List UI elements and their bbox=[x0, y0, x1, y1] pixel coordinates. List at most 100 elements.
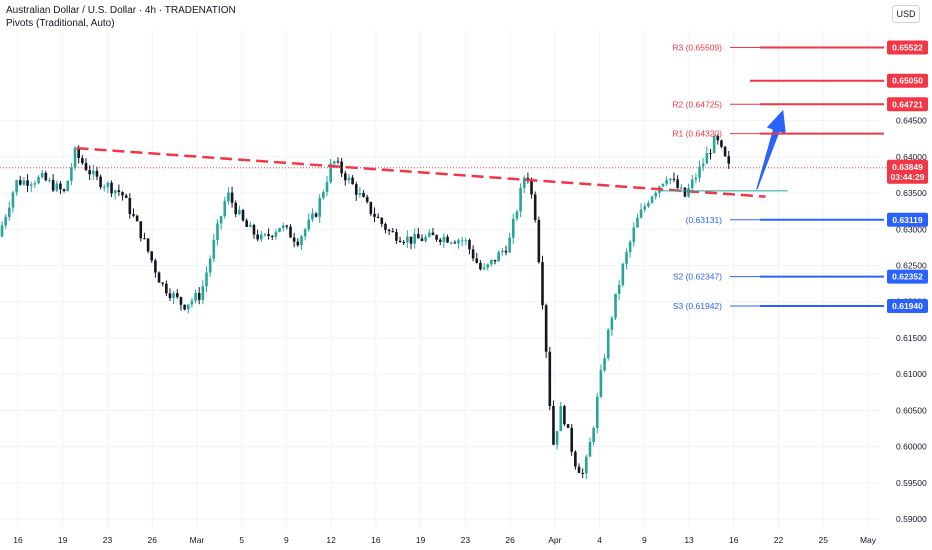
price-badge-label: 0.63119 bbox=[892, 215, 923, 225]
candle bbox=[435, 235, 438, 240]
candle bbox=[493, 259, 497, 262]
time-tick-label: Apr bbox=[548, 535, 561, 545]
candle bbox=[373, 213, 376, 217]
candle bbox=[139, 221, 143, 239]
candle bbox=[296, 241, 300, 246]
time-tick-label: 12 bbox=[326, 535, 336, 545]
candle bbox=[446, 236, 449, 243]
candle bbox=[143, 238, 146, 240]
price-badge-label: 0.65050 bbox=[892, 76, 923, 86]
indicator-label[interactable]: Pivots (Traditional, Auto) bbox=[6, 18, 115, 29]
candle bbox=[135, 215, 139, 222]
candle bbox=[289, 226, 292, 238]
resistance-trendline[interactable] bbox=[76, 146, 766, 198]
candle bbox=[40, 172, 44, 178]
candle bbox=[0, 225, 4, 237]
grid bbox=[0, 30, 880, 530]
candle bbox=[676, 179, 679, 188]
price-tick-label: 0.59000 bbox=[896, 514, 927, 524]
candle bbox=[482, 267, 486, 270]
time-tick-label: 22 bbox=[774, 535, 784, 545]
candle bbox=[194, 292, 197, 301]
time-tick-label: 16 bbox=[371, 535, 381, 545]
candle bbox=[610, 317, 614, 330]
time-axis[interactable]: 16 19 23 26 Mar 5 9 12 16 19 23 26 Apr 4 9 13 16 22 25 May bbox=[13, 535, 877, 545]
candle bbox=[281, 225, 285, 228]
candle bbox=[508, 237, 511, 253]
candle bbox=[110, 182, 113, 194]
time-tick-label: 13 bbox=[684, 535, 694, 545]
candle bbox=[471, 249, 475, 259]
candle bbox=[303, 229, 307, 237]
candle bbox=[362, 192, 365, 197]
candle bbox=[318, 198, 322, 217]
candle bbox=[154, 260, 157, 273]
candle bbox=[219, 216, 223, 224]
candle bbox=[369, 201, 373, 214]
candle bbox=[70, 167, 73, 181]
chart-title: Australian Dollar / U.S. Dollar · 4h · T… bbox=[6, 5, 236, 16]
candle bbox=[490, 259, 493, 265]
candle bbox=[566, 424, 570, 428]
bullish-arrow[interactable] bbox=[756, 109, 786, 190]
candle bbox=[300, 236, 303, 246]
candle bbox=[106, 182, 110, 187]
candle bbox=[322, 191, 325, 199]
candle bbox=[563, 406, 566, 425]
candle bbox=[307, 219, 311, 230]
candle bbox=[186, 304, 190, 310]
candle bbox=[351, 177, 354, 185]
candle bbox=[230, 192, 234, 203]
candle bbox=[636, 217, 639, 228]
candle bbox=[81, 157, 84, 164]
candle bbox=[73, 148, 77, 168]
candle bbox=[427, 232, 431, 237]
candle bbox=[179, 297, 183, 305]
pivot-label: R1 (0.64320) bbox=[672, 129, 722, 139]
candle bbox=[409, 236, 413, 244]
candle bbox=[424, 236, 427, 241]
candle bbox=[336, 161, 340, 163]
candle bbox=[544, 305, 548, 352]
drawings[interactable] bbox=[0, 109, 887, 198]
candle bbox=[26, 180, 29, 186]
price-tick-label: 0.63000 bbox=[896, 224, 927, 234]
candle bbox=[183, 304, 186, 310]
candle bbox=[621, 263, 625, 286]
candle bbox=[314, 213, 318, 217]
candle bbox=[175, 293, 179, 298]
candle bbox=[628, 241, 632, 253]
candle bbox=[168, 293, 172, 299]
candle bbox=[672, 178, 676, 180]
candle bbox=[683, 187, 687, 197]
candle bbox=[387, 229, 391, 232]
price-badge-label: 0.61940 bbox=[892, 301, 923, 311]
candle bbox=[292, 237, 296, 242]
candle bbox=[121, 192, 124, 196]
candle bbox=[552, 405, 555, 445]
last-price-label: 0.63849 bbox=[892, 162, 923, 172]
price-tick-label: 0.60500 bbox=[896, 405, 927, 415]
pivot-label: R3 (0.65509) bbox=[672, 42, 722, 52]
candle bbox=[343, 173, 347, 181]
candle bbox=[201, 286, 205, 300]
candle bbox=[102, 186, 106, 188]
candle bbox=[559, 406, 563, 432]
candle bbox=[391, 231, 395, 233]
price-badge-label: 0.65522 bbox=[892, 42, 923, 52]
currency-button[interactable]: USD bbox=[892, 5, 920, 23]
pivot-label: S2 (0.62347) bbox=[673, 272, 722, 282]
candle bbox=[249, 224, 252, 227]
price-tick-label: 0.61000 bbox=[896, 369, 927, 379]
candle bbox=[37, 177, 40, 184]
candle bbox=[555, 431, 559, 445]
price-tick-label: 0.63500 bbox=[896, 188, 927, 198]
candle bbox=[59, 183, 62, 190]
candle bbox=[453, 242, 457, 244]
candle bbox=[325, 182, 329, 192]
price-badge bbox=[887, 212, 928, 227]
candle bbox=[92, 170, 95, 175]
candle bbox=[128, 197, 132, 215]
candle bbox=[457, 240, 460, 244]
